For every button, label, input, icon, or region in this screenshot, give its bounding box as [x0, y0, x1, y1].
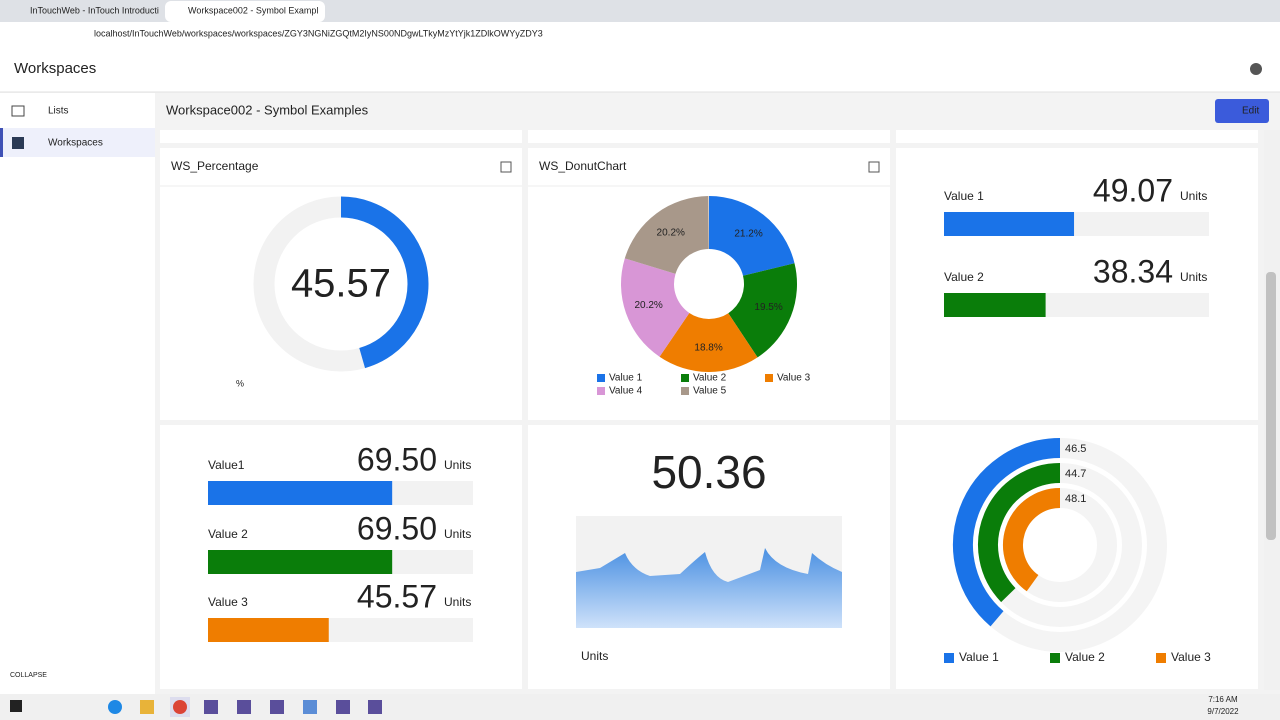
radial-value: 46.5 — [1065, 443, 1086, 455]
bar-value: 69.50 — [357, 510, 437, 546]
bar-value: 45.57 — [357, 578, 437, 614]
legend-label: Value 5 — [693, 386, 727, 397]
bar — [208, 618, 329, 642]
legend-swatch — [1156, 653, 1166, 663]
bar — [944, 293, 1046, 317]
legend-label: Value 2 — [693, 373, 727, 384]
workspace-title: Workspace002 - Symbol Examples — [166, 102, 369, 117]
sidebar-indicator — [0, 128, 3, 157]
start-icon[interactable] — [10, 700, 22, 712]
slice-label: 18.8% — [694, 343, 722, 354]
legend-label: Value 4 — [609, 386, 643, 397]
bar-value: 49.07 — [1093, 172, 1173, 208]
scrollbar-thumb[interactable] — [1266, 272, 1276, 540]
tab-title: Workspace002 - Symbol Exampl — [188, 5, 318, 15]
legend-swatch — [597, 374, 605, 382]
url: localhost/InTouchWeb/workspaces/workspac… — [94, 28, 543, 38]
legend-label: Value 2 — [1065, 650, 1105, 664]
radial-value: 44.7 — [1065, 468, 1086, 480]
radial-value: 48.1 — [1065, 493, 1086, 505]
app-icon[interactable] — [173, 700, 187, 714]
app-icon[interactable] — [336, 700, 350, 714]
app-icon[interactable] — [368, 700, 382, 714]
card — [160, 130, 522, 143]
gauge-unit: % — [236, 378, 244, 388]
nav-item: Lists — [48, 106, 69, 117]
slice-label: 19.5% — [754, 302, 782, 313]
legend-swatch — [597, 387, 605, 395]
sidebar — [0, 93, 155, 694]
bar — [208, 550, 392, 574]
bar-label: Value 2 — [944, 270, 984, 284]
bar — [944, 212, 1074, 236]
slice-label: 20.2% — [634, 300, 662, 311]
bar-label: Value 2 — [208, 527, 248, 541]
legend-label: Value 3 — [1171, 650, 1211, 664]
bar-label: Value1 — [208, 458, 245, 472]
bar-unit: Units — [1180, 270, 1207, 284]
widget-title: WS_Percentage — [171, 159, 259, 173]
app-icon[interactable] — [204, 700, 218, 714]
bar-value: 69.50 — [357, 441, 437, 477]
legend-swatch — [681, 387, 689, 395]
app-icon[interactable] — [303, 700, 317, 714]
bar-unit: Units — [444, 527, 471, 541]
card — [896, 130, 1258, 143]
bar-unit: Units — [444, 458, 471, 472]
nav-item: Workspaces — [48, 138, 103, 149]
legend-label: Value 3 — [777, 373, 811, 384]
legend-label: Value 1 — [609, 373, 643, 384]
legend-label: Value 1 — [959, 650, 999, 664]
legend-swatch — [765, 374, 773, 382]
slice-label: 21.2% — [734, 228, 762, 239]
date: 9/7/2022 — [1207, 707, 1239, 716]
bar-unit: Units — [444, 595, 471, 609]
bar — [208, 481, 392, 505]
app-icon[interactable] — [237, 700, 251, 714]
bar-label: Value 3 — [208, 595, 248, 609]
tab-title: InTouchWeb - InTouch Introducti — [30, 5, 159, 15]
bar-label: Value 1 — [944, 189, 984, 203]
gauge-value: 45.57 — [291, 262, 391, 306]
workspace-icon — [12, 137, 24, 149]
trend-unit: Units — [581, 649, 608, 663]
app-header — [0, 47, 1280, 92]
trend-value: 50.36 — [651, 446, 766, 498]
slice-label: 20.2% — [657, 227, 685, 238]
time: 7:16 AM — [1208, 695, 1238, 704]
collapse: COLLAPSE — [10, 672, 47, 679]
user-icon[interactable] — [1250, 63, 1262, 75]
app-icon[interactable] — [108, 700, 122, 714]
taskbar — [0, 694, 1280, 720]
widget-title: WS_DonutChart — [539, 159, 627, 173]
card — [528, 130, 890, 143]
legend-swatch — [681, 374, 689, 382]
legend-swatch — [944, 653, 954, 663]
edit-label: Edit — [1242, 106, 1259, 117]
app-icon[interactable] — [140, 700, 154, 714]
bar-value: 38.34 — [1093, 253, 1173, 289]
legend-swatch — [1050, 653, 1060, 663]
app-icon[interactable] — [270, 700, 284, 714]
app-title: Workspaces — [14, 60, 96, 77]
bar-unit: Units — [1180, 189, 1207, 203]
